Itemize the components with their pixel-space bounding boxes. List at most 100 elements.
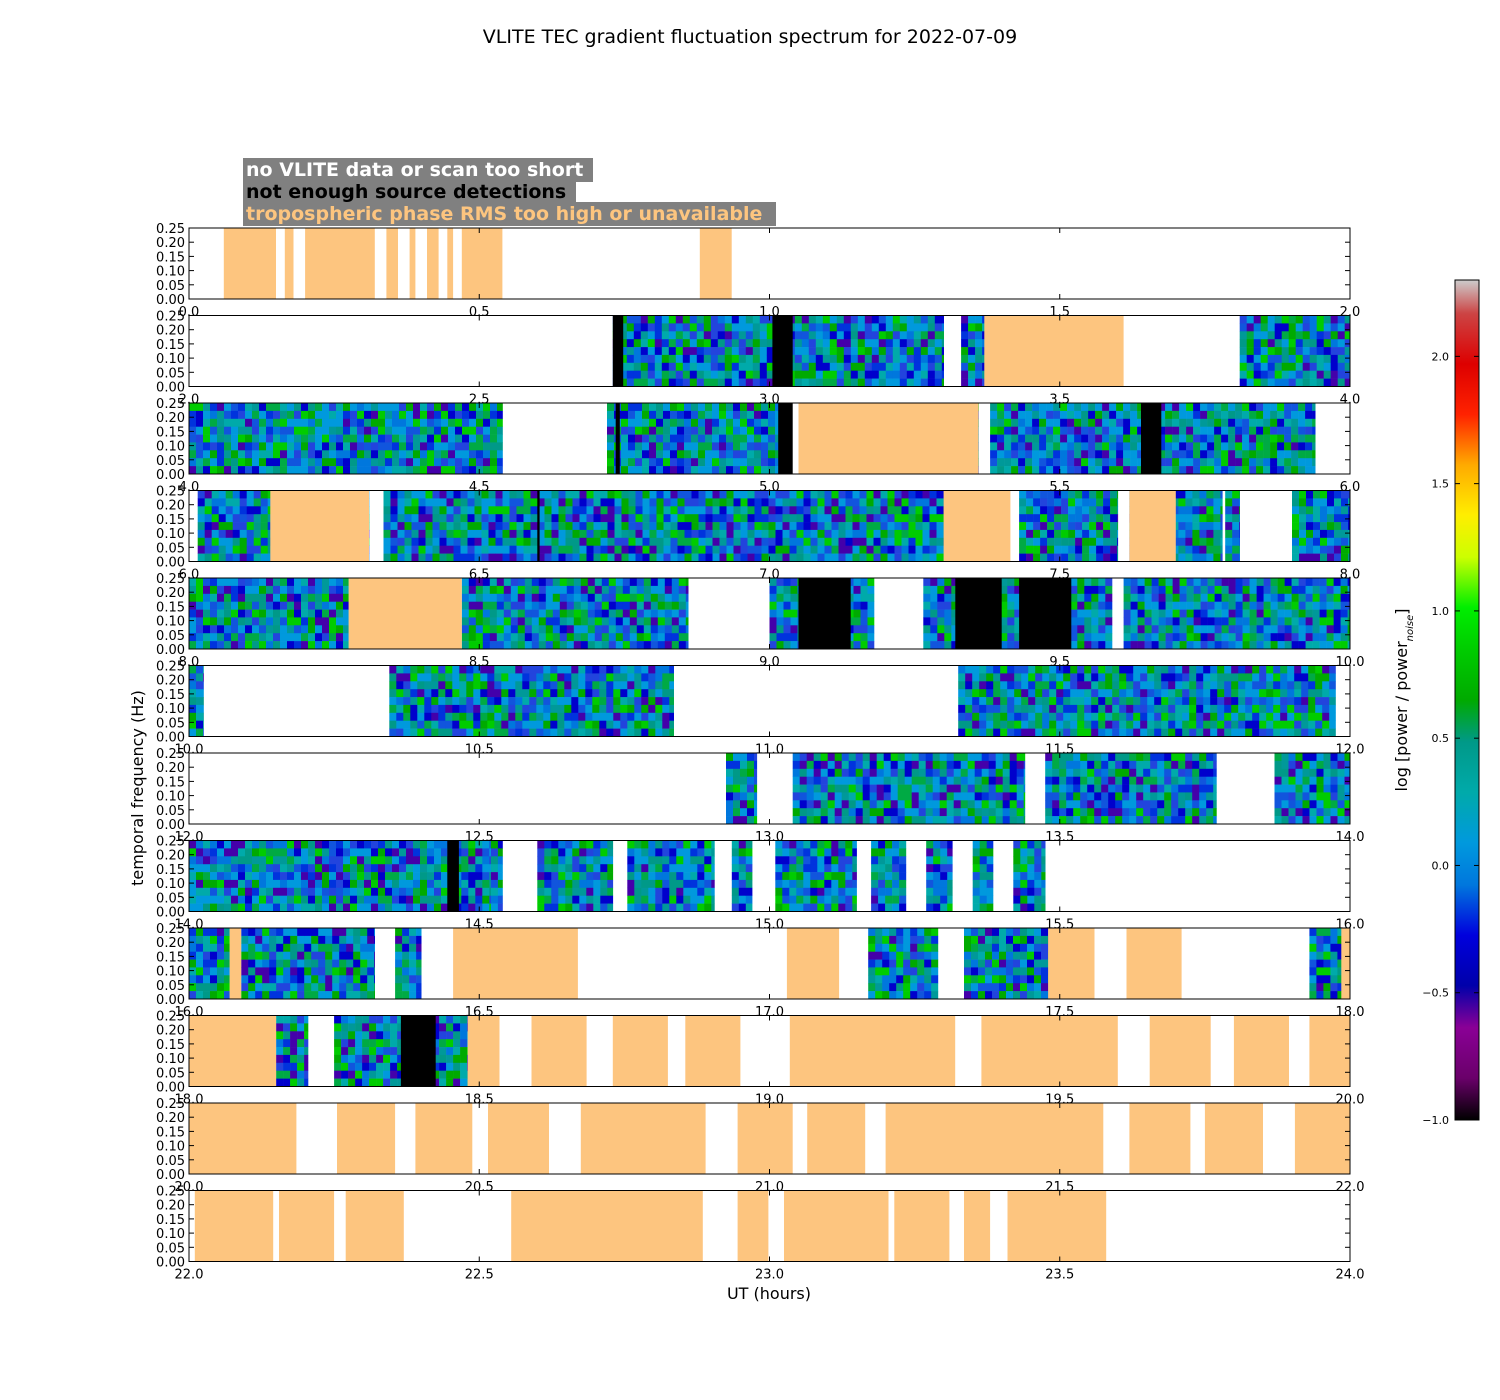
- spectrum-cell: [796, 529, 804, 539]
- spectrum-cell: [922, 490, 930, 499]
- spectrum-cell: [1305, 609, 1313, 618]
- spectrum-cell: [796, 537, 804, 546]
- spectrum-cell: [731, 323, 740, 332]
- spectrum-cell: [1074, 426, 1082, 435]
- spectrum-cell: [473, 697, 481, 706]
- spectrum-cell: [1288, 370, 1296, 379]
- spectrum-cell: [990, 442, 998, 451]
- spectrum-cell: [197, 537, 205, 546]
- spectrum-cell: [790, 641, 798, 650]
- spectrum-cell: [941, 323, 944, 332]
- spectrum-cell: [1284, 410, 1292, 420]
- spectrum-cell: [990, 434, 998, 443]
- spectrum-cell: [1137, 450, 1145, 459]
- spectrum-cell: [378, 458, 386, 467]
- spectrum-cell: [920, 323, 929, 332]
- spectrum-cell: [573, 601, 582, 610]
- spectrum-cell: [1089, 545, 1097, 554]
- spectrum-cell: [460, 490, 468, 499]
- spectrum-cell: [1088, 403, 1096, 412]
- spectrum-cell: [1137, 403, 1145, 412]
- spectrum-cell: [703, 354, 712, 364]
- spectrum-cell: [490, 410, 498, 420]
- spectrum-cell: [677, 410, 685, 420]
- spectrum-cell: [1319, 625, 1327, 634]
- spectrum-cell: [1299, 490, 1307, 499]
- spectrum-cell: [1284, 633, 1292, 642]
- spectrum-cell: [615, 601, 624, 610]
- spectrum-cell: [529, 704, 537, 714]
- spectrum-cell: [636, 578, 645, 587]
- spectrum-cell: [754, 553, 762, 562]
- spectrum-cell: [490, 442, 498, 451]
- spectrum-cell: [1330, 370, 1338, 379]
- spectrum-cell: [474, 514, 482, 523]
- spectrum-cell: [899, 362, 908, 371]
- spectrum-cell: [1004, 410, 1012, 420]
- spectrum-cell: [1165, 585, 1173, 595]
- spectrum-cell: [1172, 442, 1180, 451]
- spectrum-cell: [260, 537, 268, 546]
- spectrum-cell: [930, 633, 938, 642]
- spectrum-cell: [280, 450, 288, 459]
- spectrum-cell: [682, 362, 691, 371]
- spectrum-cell: [1316, 331, 1324, 340]
- spectrum-cell: [1225, 522, 1233, 531]
- spectrum-cell: [587, 609, 596, 618]
- spectrum-cell: [1077, 601, 1085, 610]
- spectrum-cell: [670, 522, 678, 531]
- spectrum-cell: [1096, 545, 1104, 554]
- spectrum-cell: [301, 450, 309, 459]
- spectrum-cell: [475, 601, 484, 610]
- spectrum-cell: [203, 593, 211, 602]
- spectrum-cell: [482, 578, 491, 587]
- spectrum-cell: [280, 593, 288, 602]
- spectrum-cell: [329, 458, 337, 467]
- spectrum-cell: [915, 514, 923, 523]
- spectrum-cell: [930, 585, 938, 595]
- spectrum-cell: [731, 331, 740, 340]
- spectrum-cell: [838, 529, 846, 539]
- spectrum-cell: [1158, 609, 1166, 618]
- spectrum-cell: [643, 617, 652, 626]
- spectrum-cell: [696, 354, 705, 364]
- spectrum-cell: [640, 362, 649, 371]
- spectrum-cell: [1123, 625, 1131, 634]
- spectrum-cell: [446, 529, 454, 539]
- spectrum-cell: [466, 728, 474, 737]
- spectrum-cell: [434, 458, 442, 467]
- spectrum-cell: [1193, 585, 1201, 595]
- spectrum-cell: [410, 704, 418, 714]
- spectrum-cell: [343, 633, 349, 642]
- spectrum-cell: [427, 466, 435, 475]
- spectrum-cell: [1225, 514, 1233, 523]
- spectrum-cell: [427, 410, 435, 420]
- spectrum-cell: [266, 578, 274, 587]
- spectrum-cell: [217, 617, 225, 626]
- spectrum-cell: [522, 673, 530, 682]
- spectrum-cell: [866, 514, 874, 523]
- spectrum-cell: [481, 506, 489, 515]
- spectrum-cell: [403, 681, 411, 690]
- spectrum-cell: [1025, 418, 1033, 427]
- spectrum-cell: [544, 490, 552, 499]
- spectrum-cell: [497, 410, 503, 420]
- spectrum-cell: [273, 442, 281, 451]
- spectrum-cell: [1172, 450, 1180, 459]
- spectrum-cell: [231, 617, 239, 626]
- spectrum-cell: [253, 545, 261, 554]
- spectrum-cell: [483, 403, 491, 412]
- spectrum-cell: [1060, 466, 1068, 475]
- spectrum-cell: [392, 450, 400, 459]
- spectrum-cell: [1327, 522, 1335, 531]
- spectrum-cell: [671, 609, 680, 618]
- spectrum-cell: [670, 418, 678, 427]
- spectrum-cell: [425, 506, 433, 515]
- spectrum-cell: [1298, 633, 1306, 642]
- spectrum-cell: [217, 641, 225, 650]
- spectrum-cell: [593, 506, 601, 515]
- spectrum-cell: [675, 339, 684, 348]
- spectrum-cell: [824, 490, 832, 499]
- spectrum-cell: [399, 403, 407, 412]
- spectrum-cell: [719, 442, 727, 451]
